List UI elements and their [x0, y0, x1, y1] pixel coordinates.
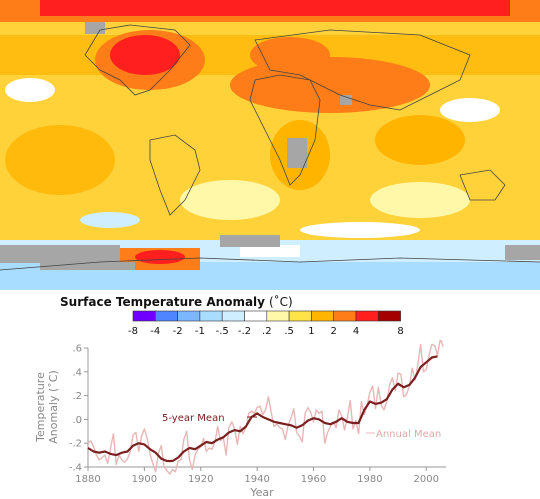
anomaly-regions	[0, 0, 540, 290]
legend-tick-label: -1	[195, 326, 205, 337]
y-tick-label: .6	[72, 344, 82, 355]
label-connectors	[247, 416, 375, 434]
legend-swatch	[155, 310, 178, 322]
y-tick-labels: -.4 -.2 .0 .2 .4 .6	[69, 344, 82, 474]
x-axis-title: Year	[249, 486, 274, 499]
y-tick-label: .0	[72, 415, 82, 426]
legend-swatch	[244, 310, 268, 322]
legend-swatch	[266, 310, 290, 322]
color-legend: Surface Temperature Anomaly (˚C) -8 -4 -2-…	[60, 294, 404, 337]
legend-title: Surface Temperature Anomaly	[60, 295, 265, 309]
legend-swatch	[333, 310, 357, 322]
legend-tick-label: 1	[308, 326, 314, 337]
x-tick-label: 1980	[357, 474, 382, 485]
five-year-mean-line	[87, 355, 438, 463]
axes	[84, 347, 446, 471]
temperature-timeseries-chart: Temperature Anomaly (˚C) Year -.4 -.2 .0 .2.…	[34, 340, 446, 499]
x-tick-label: 1940	[244, 474, 269, 485]
series-lines	[87, 340, 444, 475]
legend-swatch	[199, 310, 223, 322]
y-tick-label: .2	[72, 391, 82, 402]
legend-tick-label: -.2	[238, 326, 251, 337]
x-tick-label: 1880	[75, 474, 100, 485]
legend-ticks: -8 -4 -2 -1 -.5 -.2 .2 .5 1 2 4 8	[128, 326, 404, 337]
no-data-regions	[0, 22, 540, 270]
x-tick-label: 1960	[301, 474, 326, 485]
annual-mean-label: Annual Mean	[376, 429, 441, 440]
legend-swatches	[132, 310, 401, 322]
legend-swatch	[355, 310, 379, 322]
x-tick-labels: 1880 1900 1920 1940 1960 1980 2000	[75, 474, 439, 485]
y-tick-label: .4	[72, 367, 82, 378]
legend-tick-label: -.5	[216, 326, 229, 337]
legend-tick-label: -4	[150, 326, 160, 337]
legend-swatch	[377, 310, 401, 322]
annual-mean-line	[87, 340, 444, 475]
legend-tick-label: -8	[128, 326, 138, 337]
legend-tick-label: 4	[353, 326, 359, 337]
legend-tick-label: 8	[397, 326, 403, 337]
y-tick-label: -.4	[69, 463, 82, 474]
legend-swatch	[177, 310, 201, 322]
temperature-anomaly-map	[0, 0, 540, 290]
x-tick-label: 1900	[132, 474, 157, 485]
y-axis-title: Temperature Anomaly (˚C)	[34, 370, 60, 444]
y-axis-title-line-1: Temperature	[34, 372, 47, 443]
legend-unit: (˚C)	[269, 294, 293, 309]
legend-swatch	[288, 310, 312, 322]
legend-tick-label: .2	[262, 326, 272, 337]
x-tick-label: 2000	[414, 474, 439, 485]
legend-swatch	[132, 310, 156, 322]
coastlines	[0, 24, 540, 271]
y-axis-title-line-2: Anomaly (˚C)	[47, 370, 60, 444]
legend-swatch	[221, 310, 245, 322]
five-year-mean-label: 5-year Mean	[162, 413, 225, 424]
legend-tick-label: .5	[284, 326, 294, 337]
x-tick-label: 1920	[188, 474, 213, 485]
legend-tick-label: -2	[173, 326, 183, 337]
legend-swatch	[311, 310, 334, 322]
legend-tick-label: 2	[331, 326, 337, 337]
y-tick-label: -.2	[69, 439, 82, 450]
